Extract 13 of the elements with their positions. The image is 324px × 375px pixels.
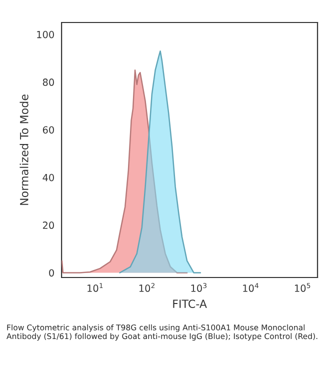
y-axis-title: Normalized To Mode: [20, 94, 28, 205]
y-tick-label: 0: [49, 269, 54, 277]
y-tick-label: 60: [42, 126, 54, 134]
x-tick-label: 10$^{3}$: [191, 282, 206, 292]
y-tick-label: 100: [37, 30, 54, 38]
y-tick-label: 80: [42, 78, 54, 86]
x-axis-title: FITC-A: [173, 300, 207, 308]
x-tick-label: 10$^{4}$: [243, 283, 258, 292]
x-tick-label: 10$^{2}$: [139, 282, 154, 292]
x-tick-label: 10$^{5}$: [294, 283, 310, 292]
y-tick-label: 20: [42, 222, 54, 229]
x-tick-label: 10$^{1}$: [88, 283, 103, 292]
y-tick-label: 40: [42, 174, 54, 182]
